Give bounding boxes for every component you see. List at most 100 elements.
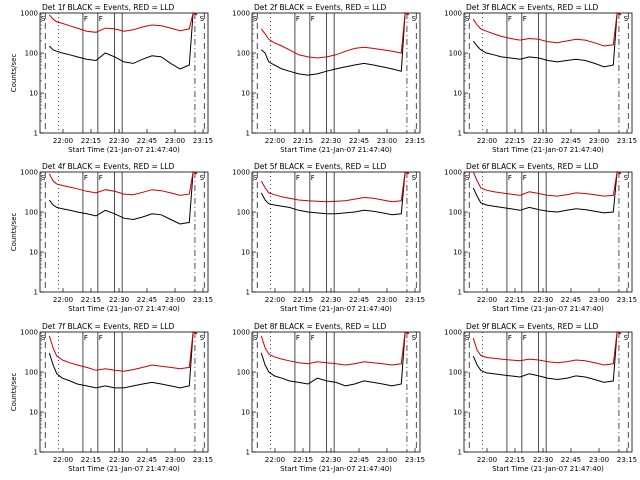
y-tick-label: 1 <box>34 449 38 457</box>
x-tick-label: 22:45 <box>137 296 157 304</box>
interval-marker-F: F <box>296 15 300 23</box>
x-axis-label: Start Time (21-Jan-07 21:47:40) <box>280 305 392 313</box>
x-tick-label: 23:00 <box>165 456 185 464</box>
x-axis-label: Start Time (21-Jan-07 21:47:40) <box>68 146 180 154</box>
x-tick-label: 23:00 <box>589 137 609 145</box>
x-tick-label: 22:45 <box>349 456 369 464</box>
interval-marker-S: S <box>200 174 205 182</box>
interval-marker-S: S <box>200 334 205 342</box>
interval-marker-S: S <box>465 15 470 23</box>
y-axis-label: Counts/sec <box>10 373 18 412</box>
x-tick-label: 23:00 <box>589 296 609 304</box>
series-line-events <box>48 331 198 389</box>
x-tick-label: 22:30 <box>109 456 129 464</box>
panel-det-6: Det 6f BLACK = Events, RED = LLD S F F S 1 10 1… <box>444 162 637 313</box>
x-axis-label: Start Time (21-Jan-07 21:47:40) <box>492 146 604 154</box>
series-line-lld <box>48 12 197 33</box>
x-tick-label: 22:30 <box>109 296 129 304</box>
plot-frame <box>39 171 209 293</box>
x-tick-label: 22:00 <box>477 137 497 145</box>
x-tick-label: 23:15 <box>405 456 425 464</box>
series-line-events <box>472 12 622 68</box>
x-tick-label: 22:45 <box>561 456 581 464</box>
series-line-lld <box>472 171 621 197</box>
panel-det-8: Det 8f BLACK = Events, RED = LLD S F F S 1 10 1… <box>232 322 425 473</box>
x-axis-label: Start Time (21-Jan-07 21:47:40) <box>280 146 392 154</box>
interval-marker-S: S <box>465 174 470 182</box>
x-tick-label: 23:15 <box>193 296 213 304</box>
y-tick-label: 1000 <box>20 329 38 337</box>
x-tick-label: 22:00 <box>53 456 73 464</box>
y-tick-label: 1000 <box>444 169 462 177</box>
x-tick-label: 22:00 <box>477 456 497 464</box>
x-tick-label: 22:15 <box>81 137 101 145</box>
y-tick-label: 10 <box>453 90 462 98</box>
y-tick-label: 10 <box>241 90 250 98</box>
panel-det-1: Det 1f BLACK = Events, RED = LLD S F F S 1 10 1… <box>10 3 213 154</box>
panel-title: Det 6f BLACK = Events, RED = LLD <box>466 162 599 171</box>
y-tick-label: 1000 <box>444 10 462 18</box>
interval-marker-S: S <box>253 174 258 182</box>
x-tick-label: 23:00 <box>165 137 185 145</box>
interval-marker-S: S <box>465 334 470 342</box>
panel-det-3: Det 3f BLACK = Events, RED = LLD S F F S 1 10 1… <box>444 3 637 154</box>
y-axis-label: Counts/sec <box>10 213 18 252</box>
interval-marker-F: F <box>311 174 315 182</box>
panel-det-9: Det 9f BLACK = Events, RED = LLD S F F S 1 10 1… <box>444 322 637 473</box>
x-tick-label: 23:15 <box>617 296 637 304</box>
x-tick-label: 22:15 <box>81 296 101 304</box>
plot-frame <box>251 331 421 453</box>
x-tick-label: 22:45 <box>349 296 369 304</box>
panel-title: Det 3f BLACK = Events, RED = LLD <box>466 3 599 12</box>
y-tick-label: 1 <box>458 289 462 297</box>
x-tick-label: 22:15 <box>81 456 101 464</box>
interval-marker-F: F <box>99 334 103 342</box>
x-tick-label: 22:30 <box>533 456 553 464</box>
interval-marker-F: F <box>296 334 300 342</box>
panel-title: Det 4f BLACK = Events, RED = LLD <box>42 162 175 171</box>
interval-marker-F: F <box>84 15 88 23</box>
x-tick-label: 23:15 <box>617 456 637 464</box>
x-tick-label: 23:15 <box>405 137 425 145</box>
interval-marker-S: S <box>41 174 46 182</box>
y-tick-label: 100 <box>449 369 462 377</box>
x-tick-label: 22:00 <box>265 296 285 304</box>
x-tick-label: 22:45 <box>137 137 157 145</box>
x-tick-label: 23:15 <box>405 296 425 304</box>
series-line-lld <box>260 171 409 203</box>
interval-marker-F: F <box>99 174 103 182</box>
y-axis-label: Counts/sec <box>10 54 18 93</box>
x-axis-label: Start Time (21-Jan-07 21:47:40) <box>68 465 180 473</box>
interval-marker-S: S <box>412 174 417 182</box>
y-tick-label: 1 <box>246 449 250 457</box>
interval-marker-F: F <box>523 174 527 182</box>
plot-frame <box>251 171 421 293</box>
y-tick-label: 100 <box>25 369 38 377</box>
x-tick-label: 22:45 <box>561 137 581 145</box>
y-tick-label: 1000 <box>232 169 250 177</box>
series-line-events <box>260 12 410 76</box>
series-line-events <box>48 171 198 225</box>
series-line-events <box>472 171 622 214</box>
series-line-events <box>472 331 622 383</box>
x-tick-label: 22:00 <box>477 296 497 304</box>
x-axis-label: Start Time (21-Jan-07 21:47:40) <box>68 305 180 313</box>
y-tick-label: 10 <box>453 249 462 257</box>
y-tick-label: 1 <box>458 130 462 138</box>
x-tick-label: 22:30 <box>321 456 341 464</box>
y-tick-label: 1000 <box>20 10 38 18</box>
y-tick-label: 1 <box>34 289 38 297</box>
interval-marker-S: S <box>41 15 46 23</box>
y-tick-label: 10 <box>29 409 38 417</box>
x-tick-label: 22:30 <box>109 137 129 145</box>
series-line-lld <box>48 331 197 372</box>
x-tick-label: 23:15 <box>617 137 637 145</box>
x-tick-label: 22:15 <box>505 456 525 464</box>
x-tick-label: 23:00 <box>589 456 609 464</box>
y-tick-label: 1 <box>458 449 462 457</box>
y-tick-label: 100 <box>449 50 462 58</box>
interval-marker-S: S <box>624 334 629 342</box>
y-tick-label: 100 <box>237 369 250 377</box>
y-tick-label: 1000 <box>232 329 250 337</box>
x-tick-label: 22:30 <box>321 296 341 304</box>
